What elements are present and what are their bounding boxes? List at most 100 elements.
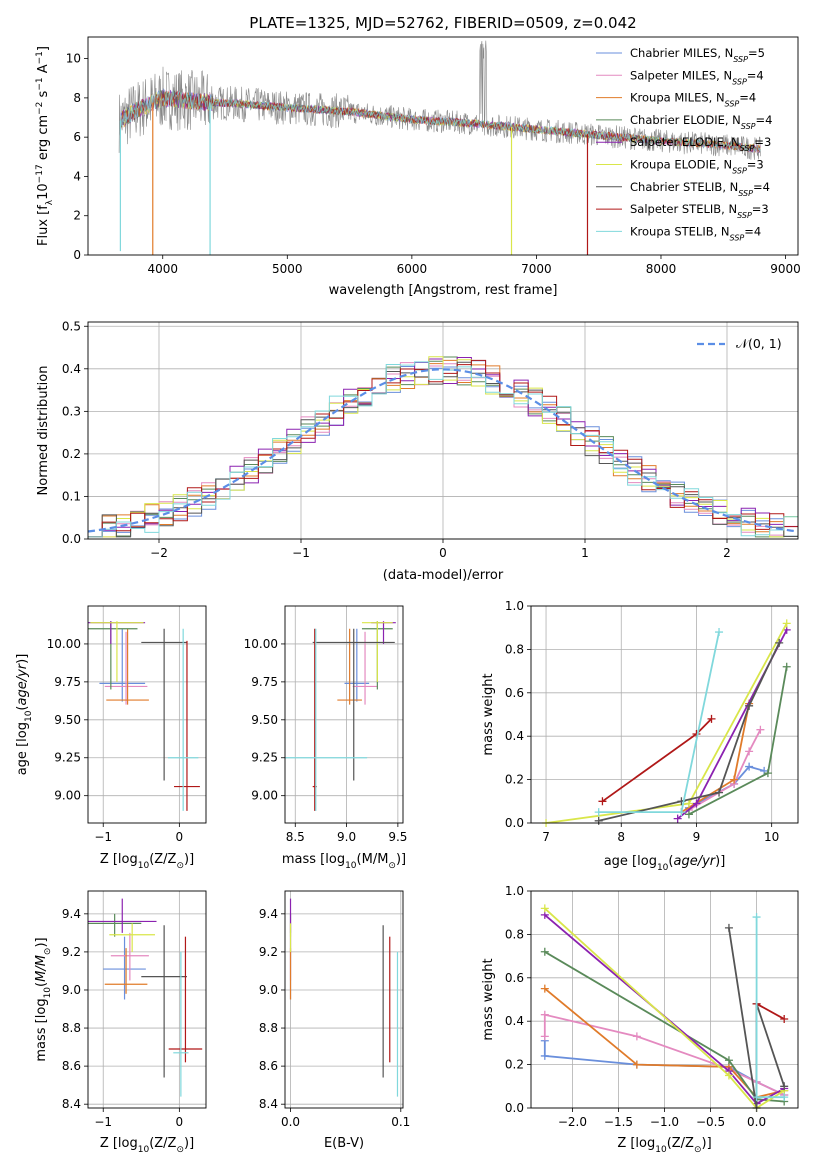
legend-entry: Chabrier STELIB, NSSP=4 bbox=[630, 180, 770, 198]
mass-weight-point bbox=[782, 619, 791, 628]
mass-weight-vs-z-panel-xtick-label: −0.5 bbox=[696, 1115, 725, 1129]
spectrum-panel-xtick-label: 6000 bbox=[397, 262, 428, 276]
age-vs-mass-xlabel-part: (M/M bbox=[357, 852, 389, 867]
mass-vs-ebv-panel: 0.0 0.1 8.4 8.6 8.8 9.0 9.2 9.4 E(B-V) bbox=[259, 890, 410, 1151]
age-vs-z-panel-frame bbox=[87, 605, 207, 824]
mass-weight-vs-age-panel-ytick-label: 0.6 bbox=[505, 686, 524, 700]
mass-weight-point bbox=[632, 1060, 641, 1069]
legend-nsub: SSP bbox=[738, 188, 753, 197]
legend-series-name: Salpeter STELIB, N bbox=[630, 202, 737, 216]
spectrum-ylabel-part: −1 bbox=[35, 51, 45, 64]
mass-vs-ebv-panel-ytick-label: 9.4 bbox=[259, 907, 278, 921]
legend-series-name: Kroupa ELODIE, N bbox=[630, 158, 732, 172]
residual-panel-ytick-label: 0.4 bbox=[62, 362, 81, 376]
mass-weight-point bbox=[677, 808, 686, 817]
mass-vs-z-ylabel-part: M/M bbox=[34, 955, 49, 982]
mass-weight-series-line bbox=[544, 951, 785, 1103]
age-vs-z-xlabel-part: 10 bbox=[138, 861, 150, 871]
age-vs-z-panel-ytick-label: 9.25 bbox=[54, 751, 81, 765]
legend-nsub: SSP bbox=[733, 55, 748, 64]
mw-vs-z-xlabel-part: Z [log bbox=[617, 1136, 655, 1151]
mass-weight-vs-z-panel-ytick-label: 0.8 bbox=[505, 927, 524, 941]
age-vs-mass-panel: 8.5 9.0 9.5 9.00 9.25 9.50 9.75 10.00 mass [log1… bbox=[244, 605, 407, 871]
mass-vs-z-xlabel-part: Z [log bbox=[100, 1136, 138, 1151]
age-vs-mass-panel-ytick-label: 9.75 bbox=[251, 675, 278, 689]
legend-n-value: =4 bbox=[744, 224, 761, 238]
mass-vs-ebv-panel-ytick-label: 8.4 bbox=[259, 1097, 278, 1111]
legend-n-value: =3 bbox=[754, 135, 771, 149]
mass-vs-ebv-panel-ytick-label: 8.8 bbox=[259, 1021, 278, 1035]
age-vs-mass-panel-ytick-label: 9.25 bbox=[251, 751, 278, 765]
age-vs-mass-xlabel-part: )] bbox=[396, 852, 406, 867]
mw-vs-age-xlabel-part: age/yr bbox=[673, 854, 716, 869]
spectrum-ylabel-part: 10 bbox=[36, 183, 51, 200]
mass-vs-z-xlabel-part: )] bbox=[184, 1136, 194, 1151]
mass-vs-ebv-panel-ytick-label: 9.2 bbox=[259, 945, 278, 959]
spectrum-panel-frame bbox=[87, 36, 799, 256]
mass-vs-z-panel-frame bbox=[87, 890, 207, 1109]
legend-series-name: Kroupa STELIB, N bbox=[630, 224, 730, 238]
mass-weight-point bbox=[775, 638, 784, 647]
age-vs-z-xlabel-part: (Z/Z bbox=[149, 852, 176, 867]
mass-weight-series-line bbox=[756, 1003, 785, 1020]
legend-series-name: Chabrier ELODIE, N bbox=[630, 113, 741, 127]
legend-entry: Kroupa ELODIE, NSSP=3 bbox=[630, 158, 764, 176]
age-vs-z-panel-xtick-label: −1 bbox=[94, 830, 112, 844]
mass-weight-point bbox=[780, 1093, 789, 1102]
legend-nsub: SSP bbox=[732, 166, 747, 175]
legend-nsub: SSP bbox=[732, 77, 747, 86]
mass-vs-ebv-panel-frame bbox=[284, 890, 404, 1109]
mass-weight-point bbox=[594, 816, 603, 825]
mass-vs-z-panel-ytick-label: 9.2 bbox=[62, 945, 81, 959]
legend-entry: Salpeter ELODIE, NSSP=3 bbox=[630, 135, 771, 153]
mass-weight-point bbox=[756, 725, 765, 734]
residual-histogram-step bbox=[88, 361, 798, 538]
spectrum-panel: 4000 5000 6000 7000 8000 9000 0 2 4 6 8 10 Chabrier … bbox=[35, 36, 801, 298]
mw-vs-age-xlabel: age [log10(age/yr)] bbox=[604, 854, 726, 873]
mass-vs-z-xlabel-part: (Z/Z bbox=[149, 1136, 176, 1151]
mass-vs-z-xlabel-part: 10 bbox=[138, 1145, 150, 1155]
age-vs-z-panel-ytick-label: 9.75 bbox=[54, 675, 81, 689]
mass-weight-vs-age-panel-ytick-label: 0.8 bbox=[505, 642, 524, 656]
mass-weight-point bbox=[752, 913, 761, 922]
legend-entry: Kroupa STELIB, NSSP=4 bbox=[630, 224, 761, 242]
model-spectrum-line bbox=[120, 90, 761, 153]
mw-vs-age-xlabel-part: ( bbox=[668, 854, 673, 869]
residual-ylabel: Normed distribution bbox=[36, 366, 51, 496]
mass-weight-point bbox=[632, 1032, 641, 1041]
mass-vs-z-ylabel-part: 10 bbox=[43, 987, 53, 999]
mass-vs-z-panel-ytick-label: 8.8 bbox=[62, 1021, 81, 1035]
mass-vs-ebv-panel-xtick-label: 0.0 bbox=[281, 1115, 300, 1129]
age-vs-mass-xlabel: mass [log10(M/M⊙)] bbox=[282, 852, 406, 871]
spectrum-ylabel-part: erg cm bbox=[36, 115, 51, 164]
mass-vs-z-panel: −1 08.48.68.89.09.29.4Z [log10(Z/Z⊙)]mass… bbox=[34, 890, 207, 1155]
age-vs-z-ylabel: age [log10(age/yr)] bbox=[15, 654, 34, 776]
legend-nsub: SSP bbox=[740, 144, 755, 153]
legend-entry: Chabrier ELODIE, NSSP=4 bbox=[630, 113, 772, 130]
mass-weight-vs-z-panel-xtick-label: −1.0 bbox=[650, 1115, 679, 1129]
age-vs-mass-panel-ytick-label: 9.50 bbox=[251, 713, 278, 727]
mass-vs-z-xlabel: Z [log10(Z/Z⊙)] bbox=[100, 1136, 194, 1155]
mw-vs-age-xlabel-part: age [log bbox=[604, 854, 657, 869]
mass-weight-vs-z-panel: −2.0 −1.5 −1.0 −0.5 0.0 0.0 0.2 0.4 0.6 0.8 1.0 Z [… bbox=[481, 884, 799, 1155]
mass-vs-z-panel-ytick-label: 9.4 bbox=[62, 907, 81, 921]
mass-weight-point bbox=[540, 984, 549, 993]
legend-nsub: SSP bbox=[741, 121, 756, 130]
mass-weight-vs-age-panel-xtick-label: 8 bbox=[617, 830, 625, 844]
age-vs-z-panel-ytick-label: 9.50 bbox=[54, 713, 81, 727]
spectrum-ylabel: Flux [fλ10−17 erg cm−2 s−1 A−1] bbox=[35, 46, 55, 246]
mass-weight-point bbox=[724, 1056, 733, 1065]
age-vs-z-ylabel-part: 10 bbox=[24, 710, 34, 722]
spectrum-panel-xtick-label: 5000 bbox=[272, 262, 303, 276]
age-vs-z-panel-ytick-label: 10.00 bbox=[47, 637, 81, 651]
mass-vs-z-ylabel-part: ( bbox=[34, 982, 49, 987]
legend-entry: Salpeter STELIB, NSSP=3 bbox=[630, 202, 769, 220]
age-vs-z-ylabel-part: age/yr bbox=[15, 662, 30, 705]
residual-panel-xtick-label: 0 bbox=[439, 546, 447, 560]
mass-weight-point bbox=[594, 808, 603, 817]
normal-distribution-curve bbox=[87, 368, 799, 533]
